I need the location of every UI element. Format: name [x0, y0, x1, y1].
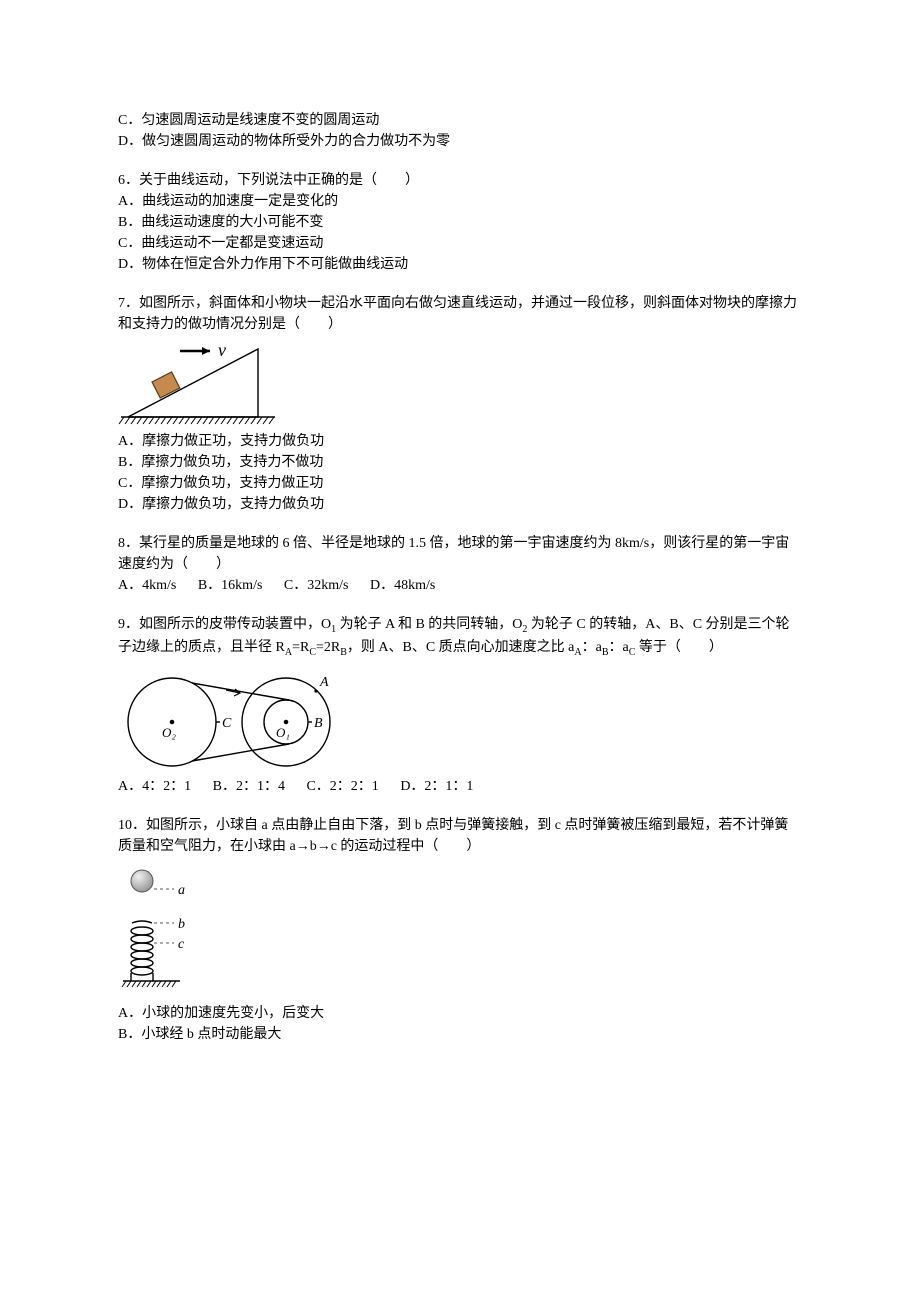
q8-option-d: D．48km/s	[370, 578, 435, 593]
q7-figure: v	[118, 339, 802, 429]
q10-option-b: B．小球经 b 点时动能最大	[118, 1024, 802, 1045]
svg-text:C: C	[222, 716, 232, 731]
svg-text:b: b	[178, 917, 185, 932]
q8-options: A．4km/s B．16km/s C．32km/s D．48km/s	[118, 575, 802, 596]
svg-text:c: c	[178, 937, 185, 952]
q8-option-c: C．32km/s	[284, 578, 349, 593]
svg-text:O₂: O₂	[162, 725, 176, 740]
q5-option-c: C．匀速圆周运动是线速度不变的圆周运动	[118, 110, 802, 131]
q6-option-d: D．物体在恒定合外力作用下不可能做曲线运动	[118, 254, 802, 275]
q8: 8．某行星的质量是地球的 6 倍、半径是地球的 1.5 倍，地球的第一宇宙速度约…	[118, 533, 802, 596]
q9-option-b: B．2：1：4	[213, 779, 285, 794]
q7-option-b: B．摩擦力做负功，支持力不做功	[118, 452, 802, 473]
q8-stem: 8．某行星的质量是地球的 6 倍、半径是地球的 1.5 倍，地球的第一宇宙速度约…	[118, 533, 802, 575]
q5-option-d: D．做匀速圆周运动的物体所受外力的合力做功不为零	[118, 131, 802, 152]
q7-incline-diagram: v	[118, 339, 278, 429]
q9-option-a: A．4：2：1	[118, 779, 191, 794]
q10-stem: 10．如图所示，小球自 a 点由静止自由下落，到 b 点时与弹簧接触，到 c 点…	[118, 815, 802, 857]
q5-partial: C．匀速圆周运动是线速度不变的圆周运动 D．做匀速圆周运动的物体所受外力的合力做…	[118, 110, 802, 152]
svg-text:v: v	[218, 340, 226, 360]
q6-option-c: C．曲线运动不一定都是变速运动	[118, 233, 802, 254]
exam-page: C．匀速圆周运动是线速度不变的圆周运动 D．做匀速圆周运动的物体所受外力的合力做…	[0, 0, 920, 1302]
q7-option-c: C．摩擦力做负功，支持力做正功	[118, 473, 802, 494]
q10: 10．如图所示，小球自 a 点由静止自由下落，到 b 点时与弹簧接触，到 c 点…	[118, 815, 802, 1045]
q7-option-a: A．摩擦力做正功，支持力做负功	[118, 431, 802, 452]
q9-stem: 9．如图所示的皮带传动装置中，O1 为轮子 A 和 B 的共同转轴，O2 为轮子…	[118, 614, 802, 660]
q7-option-d: D．摩擦力做负功，支持力做负功	[118, 494, 802, 515]
q8-option-b: B．16km/s	[198, 578, 263, 593]
q10-spring-diagram: a b c	[118, 861, 218, 1001]
q7-stem: 7．如图所示，斜面体和小物块一起沿水平面向右做匀速直线运动，并通过一段位移，则斜…	[118, 293, 802, 335]
q10-option-a: A．小球的加速度先变小，后变大	[118, 1003, 802, 1024]
q6-option-b: B．曲线运动速度的大小可能不变	[118, 212, 802, 233]
q9-options: A．4：2：1 B．2：1：4 C．2：2：1 D．2：1：1	[118, 776, 802, 797]
q9-figure: A B C O₁ O₂	[118, 664, 802, 774]
q9-option-c: C．2：2：1	[306, 779, 378, 794]
q6-option-a: A．曲线运动的加速度一定是变化的	[118, 191, 802, 212]
q10-figure: a b c	[118, 861, 802, 1001]
svg-text:O₁: O₁	[276, 725, 290, 740]
q7: 7．如图所示，斜面体和小物块一起沿水平面向右做匀速直线运动，并通过一段位移，则斜…	[118, 293, 802, 515]
svg-text:B: B	[314, 716, 323, 731]
q9: 9．如图所示的皮带传动装置中，O1 为轮子 A 和 B 的共同转轴，O2 为轮子…	[118, 614, 802, 797]
q6: 6．关于曲线运动，下列说法中正确的是（ ） A．曲线运动的加速度一定是变化的 B…	[118, 170, 802, 275]
svg-text:a: a	[178, 883, 185, 898]
svg-text:A: A	[319, 675, 329, 690]
q8-option-a: A．4km/s	[118, 578, 176, 593]
q6-stem: 6．关于曲线运动，下列说法中正确的是（ ）	[118, 170, 802, 191]
q9-option-d: D．2：1：1	[400, 779, 473, 794]
q9-belt-diagram: A B C O₁ O₂	[118, 664, 348, 774]
